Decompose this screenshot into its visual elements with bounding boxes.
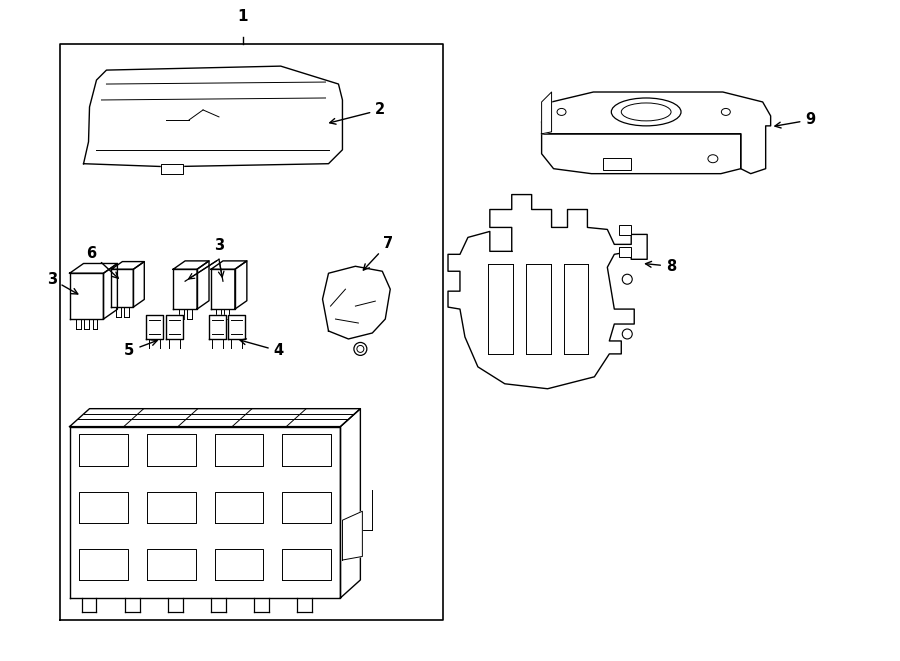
Polygon shape: [214, 492, 264, 523]
Ellipse shape: [622, 329, 632, 339]
Text: 5: 5: [124, 340, 158, 358]
Polygon shape: [542, 134, 741, 174]
Polygon shape: [343, 511, 363, 560]
Bar: [619, 247, 631, 257]
Polygon shape: [166, 315, 183, 339]
Polygon shape: [79, 434, 128, 466]
Text: 6: 6: [86, 246, 118, 278]
Polygon shape: [79, 549, 128, 580]
Polygon shape: [448, 194, 647, 389]
Text: 2: 2: [329, 102, 385, 124]
Ellipse shape: [354, 342, 367, 356]
Polygon shape: [340, 408, 360, 598]
Polygon shape: [104, 264, 117, 319]
Text: 8: 8: [645, 258, 676, 274]
Text: 1: 1: [238, 9, 248, 24]
Polygon shape: [235, 261, 247, 309]
Bar: [619, 225, 631, 235]
Polygon shape: [59, 44, 443, 620]
Text: 3: 3: [47, 272, 77, 294]
Polygon shape: [147, 434, 195, 466]
Polygon shape: [214, 549, 264, 580]
Polygon shape: [322, 266, 391, 339]
Polygon shape: [69, 408, 360, 426]
Polygon shape: [211, 269, 235, 309]
Ellipse shape: [622, 274, 632, 284]
Polygon shape: [112, 262, 144, 269]
Polygon shape: [84, 66, 343, 167]
Polygon shape: [283, 549, 331, 580]
Polygon shape: [69, 273, 104, 319]
Polygon shape: [69, 426, 340, 598]
Polygon shape: [228, 315, 245, 339]
Text: 3: 3: [214, 239, 224, 253]
Polygon shape: [173, 269, 197, 309]
Polygon shape: [283, 492, 331, 523]
Bar: [603, 158, 631, 170]
Ellipse shape: [708, 155, 718, 163]
Polygon shape: [112, 269, 133, 307]
Polygon shape: [209, 315, 226, 339]
Ellipse shape: [722, 108, 730, 116]
Ellipse shape: [357, 346, 364, 352]
Polygon shape: [542, 92, 770, 174]
Polygon shape: [79, 492, 128, 523]
Polygon shape: [147, 549, 195, 580]
Polygon shape: [147, 492, 195, 523]
Polygon shape: [214, 434, 264, 466]
Polygon shape: [542, 92, 552, 134]
Polygon shape: [197, 261, 209, 309]
Polygon shape: [283, 434, 331, 466]
Polygon shape: [173, 261, 209, 269]
Polygon shape: [161, 164, 183, 174]
Text: 4: 4: [240, 339, 284, 358]
Polygon shape: [69, 264, 117, 273]
Ellipse shape: [557, 108, 566, 116]
Text: 9: 9: [775, 112, 815, 128]
Polygon shape: [147, 315, 163, 339]
Polygon shape: [133, 262, 144, 307]
Text: 7: 7: [364, 236, 393, 270]
Polygon shape: [211, 261, 247, 269]
